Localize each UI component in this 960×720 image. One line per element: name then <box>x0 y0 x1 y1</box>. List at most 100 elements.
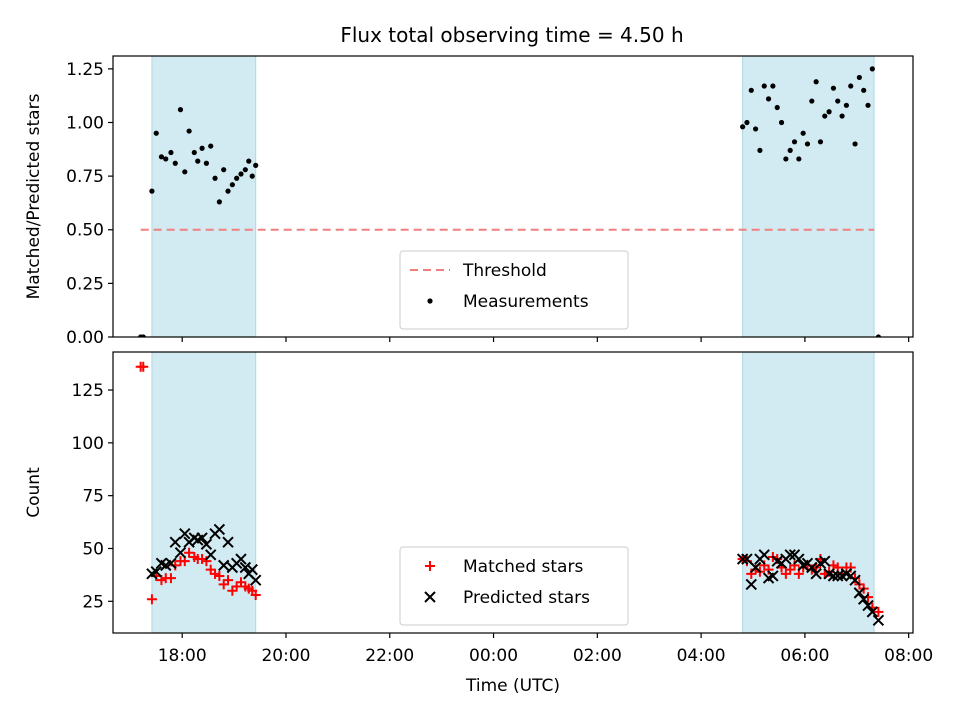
legend-measurement-swatch <box>427 298 433 304</box>
measurement-point <box>830 85 837 91</box>
measurement-point <box>203 160 210 166</box>
x-tick-label: 08:00 <box>884 646 933 666</box>
measurement-point <box>835 98 841 104</box>
measurement-point <box>221 167 227 173</box>
predicted-star-marker <box>235 553 247 565</box>
measurement-point <box>177 107 184 113</box>
predicted-star-marker <box>749 561 762 574</box>
measurement-point <box>253 162 259 168</box>
matched-star-marker <box>184 547 195 558</box>
measurement-point <box>168 149 174 156</box>
y-tick-label: 0.75 <box>66 167 104 187</box>
measurement-point <box>212 175 218 181</box>
measurement-point <box>195 158 201 164</box>
x-tick-label: 02:00 <box>573 646 622 666</box>
measurement-point <box>249 173 255 179</box>
legend-label: Matched stars <box>463 557 583 577</box>
predicted-star-marker <box>758 549 770 561</box>
measurement-point <box>774 104 780 111</box>
measurement-point <box>748 87 754 93</box>
count-panel: 25 50 75 100 125 18:00 20:00 22:00 00:00 02:00 04:… <box>24 351 933 696</box>
predicted-star-marker <box>810 568 822 580</box>
observing-window <box>151 56 257 337</box>
legend-predicted-swatch <box>424 591 436 603</box>
measurement-point <box>246 158 252 164</box>
measurement-point <box>740 124 746 130</box>
predicted-star-marker <box>169 536 181 548</box>
measurement-point <box>848 83 854 89</box>
plot-area <box>135 352 885 633</box>
predicted-star-marker <box>213 523 226 536</box>
predicted-star-marker <box>853 587 866 599</box>
measurement-point <box>216 199 222 205</box>
predicted-star-marker <box>150 566 162 578</box>
measurement-point <box>757 147 763 153</box>
predicted-star-marker <box>767 570 779 582</box>
predicted-star-marker <box>872 614 885 627</box>
measurement-point <box>817 139 824 145</box>
predicted-star-marker <box>222 536 234 548</box>
predicted-star-marker <box>217 559 230 572</box>
measurement-point <box>761 83 767 89</box>
predicted-star-marker <box>784 549 796 561</box>
measurement-point <box>875 334 882 337</box>
measurement-point <box>238 171 244 177</box>
matched-star-marker <box>146 594 157 605</box>
y-tick-label: 100 <box>72 434 104 454</box>
axes-frame <box>112 351 914 634</box>
y-tick-label: 125 <box>72 381 104 401</box>
measurement-point <box>822 113 828 119</box>
measurement-point <box>869 66 875 72</box>
measurement-point <box>809 98 815 104</box>
predicted-star-marker <box>866 606 879 618</box>
measurement-point <box>234 175 240 181</box>
predicted-star-marker <box>246 563 258 576</box>
ratio-panel: 0.00 0.25 0.50 0.75 1.00 1.25 Matched/Predicte… <box>24 55 914 348</box>
predicted-star-marker <box>806 561 818 574</box>
measurement-point <box>783 156 789 162</box>
legend-box <box>399 250 629 330</box>
legend-label: Measurements <box>463 292 589 312</box>
measurement-point <box>791 139 798 145</box>
predicted-star-marker <box>857 593 870 605</box>
measurement-point <box>191 149 197 156</box>
y-tick-label: 1.25 <box>66 60 104 80</box>
predicted-star-marker <box>736 553 749 565</box>
measurement-point <box>199 145 205 151</box>
x-tick-label: 04:00 <box>677 646 726 666</box>
measurement-point <box>787 147 793 153</box>
measurement-point <box>242 167 248 173</box>
measurement-point <box>163 156 169 162</box>
y-tick-label: 1.00 <box>66 113 104 133</box>
y-tick-label: 0.50 <box>66 221 104 241</box>
measurement-point <box>852 141 858 147</box>
measurement-point <box>752 126 759 132</box>
observing-window <box>742 56 875 337</box>
legend-box <box>399 546 629 626</box>
x-tick-label: 18:00 <box>158 646 207 666</box>
measurement-point <box>813 79 819 85</box>
x-tick-label: 00:00 <box>469 646 518 666</box>
measurement-point <box>770 83 776 89</box>
predicted-star-marker <box>200 538 213 550</box>
matched-star-marker <box>138 361 149 372</box>
predicted-star-marker <box>741 553 753 565</box>
legend-label: Threshold <box>462 261 547 281</box>
predicted-star-marker <box>849 574 861 586</box>
y-tick-label: 0.25 <box>66 274 104 294</box>
observing-window <box>151 352 257 633</box>
predicted-star-marker <box>205 549 217 561</box>
axes-frame <box>112 55 914 338</box>
measurement-point <box>229 182 235 188</box>
chart-title: Flux total observing time = 4.50 h <box>340 23 683 47</box>
measurement-point <box>149 188 155 194</box>
measurement-point <box>856 74 862 81</box>
predicted-star-marker <box>819 555 831 567</box>
predicted-star-marker <box>827 570 840 582</box>
matched-star-marker <box>873 606 884 617</box>
measurement-point <box>804 141 811 147</box>
y-tick-label: 75 <box>82 487 104 507</box>
plot-area <box>138 56 882 337</box>
predicted-star-marker <box>179 527 191 540</box>
predicted-star-marker <box>793 553 805 565</box>
